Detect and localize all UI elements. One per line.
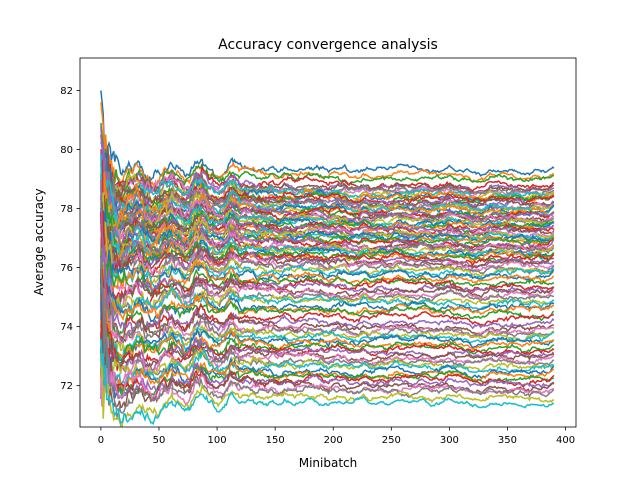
x-tick-label: 100 [208, 435, 227, 446]
series-line-60 [100, 243, 555, 299]
chart-title: Accuracy convergence analysis [218, 37, 438, 53]
y-tick-label: 78 [60, 204, 73, 215]
series-line-81 [100, 272, 555, 364]
series-line-33 [100, 174, 554, 240]
series-line-88 [100, 341, 554, 394]
x-tick-label: 350 [498, 435, 517, 446]
series-line-80 [100, 290, 555, 364]
series-line-71 [100, 268, 555, 325]
series-line-45 [100, 208, 555, 310]
series-line-91 [100, 278, 554, 399]
series-line-1 [100, 90, 555, 182]
series-line-73 [100, 282, 555, 378]
series-line-75 [100, 179, 555, 335]
y-tick-label: 74 [60, 322, 73, 333]
series-line-53 [100, 241, 555, 339]
y-tick-label: 76 [60, 263, 73, 274]
series-layer [100, 90, 555, 427]
series-line-65 [100, 219, 555, 311]
series-line-79 [100, 302, 554, 355]
series-line-100 [100, 338, 555, 426]
x-axis-label: Minibatch [299, 456, 358, 470]
x-tick-label: 50 [153, 435, 166, 446]
y-axis-label: Average accuracy [32, 188, 46, 295]
x-tick-label: 400 [556, 435, 575, 446]
series-line-51 [100, 207, 554, 273]
series-line-3 [100, 122, 555, 205]
series-line-94 [100, 312, 555, 401]
x-tick-label: 250 [382, 435, 401, 446]
x-axis: 0 50 100 150 200 250 300 350 400 [98, 427, 575, 446]
x-tick-label: 0 [98, 435, 104, 446]
series-line-19 [100, 191, 555, 309]
series-line-98 [100, 260, 554, 420]
y-tick-label: 80 [60, 145, 73, 156]
y-tick-label: 82 [60, 86, 73, 97]
series-line-62 [100, 259, 555, 390]
y-tick-label: 72 [60, 381, 73, 392]
plot-frame [79, 57, 577, 428]
y-axis: 72 74 76 78 80 82 [60, 86, 80, 392]
series-line-70 [100, 284, 555, 372]
x-tick-label: 300 [440, 435, 459, 446]
series-line-90 [100, 306, 555, 389]
series-line-56 [100, 201, 555, 284]
series-line-8 [100, 154, 555, 211]
series-line-85 [100, 335, 555, 400]
x-tick-label: 150 [266, 435, 285, 446]
series-line-37 [100, 215, 555, 246]
series-line-27 [100, 198, 554, 290]
series-line-86 [100, 278, 555, 369]
series-line-61 [100, 225, 554, 295]
series-line-96 [100, 294, 555, 409]
x-tick-label: 200 [324, 435, 343, 446]
